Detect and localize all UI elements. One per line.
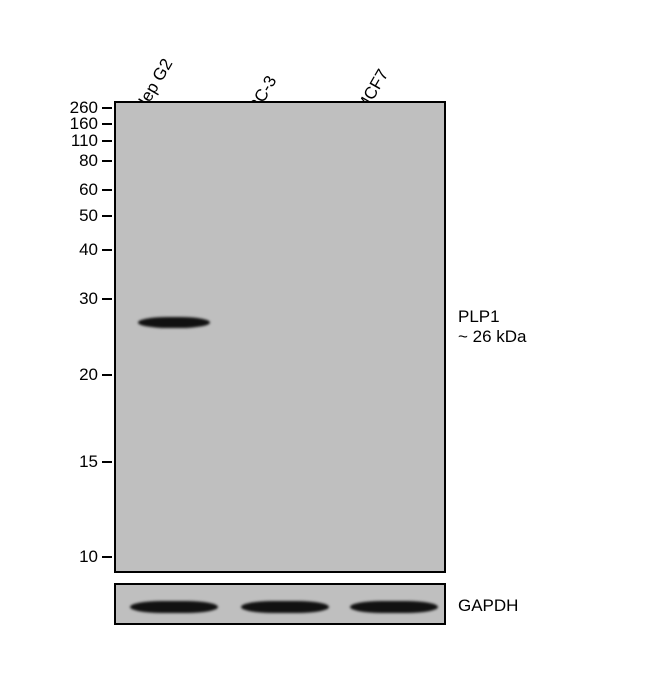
ladder-tick	[102, 189, 112, 191]
band-gapdh-pc3	[241, 601, 329, 613]
ladder-tick	[102, 123, 112, 125]
ladder-label: 20	[79, 365, 98, 385]
ladder-tick	[102, 140, 112, 142]
ladder-tick	[102, 461, 112, 463]
band-gapdh-hepg2	[130, 601, 218, 613]
ladder-label: 110	[71, 131, 98, 151]
ladder-tick	[102, 249, 112, 251]
ladder-label: 50	[79, 206, 98, 226]
target-label: PLP1	[458, 307, 500, 327]
ladder-tick	[102, 556, 112, 558]
ladder-tick	[102, 298, 112, 300]
target-mw-label: ~ 26 kDa	[458, 327, 527, 347]
band-gapdh-mcf7	[350, 601, 438, 613]
gapdh-blot	[114, 583, 446, 625]
western-blot-figure: Hep G2 PC-3 MCF7 260 160 110 80 60 50 40…	[0, 0, 650, 689]
ladder-label: 40	[79, 240, 98, 260]
mw-ladder: 260 160 110 80 60 50 40 30 20 15 10	[0, 0, 112, 573]
ladder-label: 10	[79, 547, 98, 567]
loading-control-label: GAPDH	[458, 596, 518, 616]
ladder-tick	[102, 160, 112, 162]
ladder-label: 80	[79, 151, 98, 171]
ladder-tick	[102, 374, 112, 376]
ladder-label: 15	[79, 452, 98, 472]
ladder-tick	[102, 107, 112, 109]
ladder-label: 60	[79, 180, 98, 200]
ladder-label: 30	[79, 289, 98, 309]
main-blot	[114, 101, 446, 573]
band-plp1-hepg2	[138, 317, 210, 328]
ladder-tick	[102, 215, 112, 217]
